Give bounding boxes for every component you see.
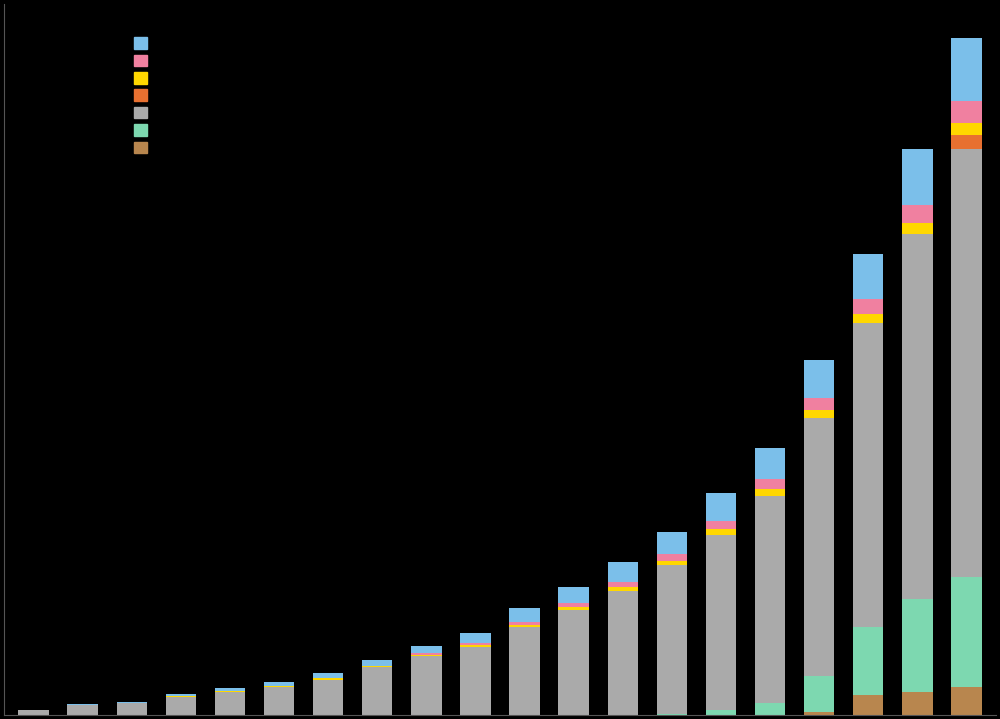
Bar — [411, 656, 442, 715]
Bar — [755, 447, 785, 479]
Bar — [853, 299, 883, 314]
Bar — [902, 149, 933, 205]
Bar — [558, 610, 589, 715]
Bar — [951, 687, 982, 715]
Bar — [804, 360, 834, 398]
Bar — [804, 398, 834, 411]
Bar — [755, 495, 785, 702]
Bar — [264, 687, 294, 715]
Bar — [313, 674, 343, 678]
Bar — [460, 643, 491, 645]
Bar — [951, 135, 982, 149]
Bar — [902, 692, 933, 715]
Bar — [460, 645, 491, 646]
Bar — [706, 493, 736, 521]
Bar — [755, 490, 785, 495]
Bar — [853, 255, 883, 299]
Bar — [804, 418, 834, 676]
Bar — [951, 38, 982, 101]
Bar — [411, 654, 442, 655]
Bar — [755, 479, 785, 490]
Bar — [460, 633, 491, 643]
Bar — [264, 682, 294, 686]
Bar — [313, 678, 343, 679]
Bar — [657, 714, 687, 715]
Bar — [706, 710, 736, 715]
Bar — [706, 535, 736, 710]
Bar — [362, 666, 392, 667]
Bar — [657, 532, 687, 554]
Bar — [558, 603, 589, 608]
Bar — [951, 577, 982, 687]
Bar — [264, 686, 294, 687]
Bar — [657, 554, 687, 561]
Bar — [411, 646, 442, 654]
Bar — [558, 608, 589, 610]
Bar — [755, 702, 785, 715]
Bar — [853, 314, 883, 323]
Bar — [853, 323, 883, 627]
Bar — [657, 561, 687, 565]
Bar — [951, 123, 982, 135]
Bar — [215, 691, 245, 692]
Bar — [853, 627, 883, 695]
Bar — [902, 599, 933, 692]
Bar — [18, 710, 49, 715]
Bar — [706, 529, 736, 535]
Bar — [509, 608, 540, 622]
Bar — [411, 655, 442, 656]
Bar — [509, 625, 540, 627]
Bar — [902, 234, 933, 599]
Bar — [362, 667, 392, 715]
Bar — [67, 705, 98, 715]
Bar — [509, 627, 540, 715]
Bar — [706, 521, 736, 529]
Bar — [951, 101, 982, 123]
Bar — [362, 660, 392, 666]
Bar — [166, 694, 196, 696]
Bar — [558, 587, 589, 603]
Bar — [460, 646, 491, 715]
Legend: , , , , , , : , , , , , , — [130, 32, 155, 160]
Bar — [902, 224, 933, 234]
Bar — [608, 591, 638, 715]
Bar — [117, 702, 147, 715]
Bar — [804, 713, 834, 715]
Bar — [902, 205, 933, 224]
Bar — [657, 565, 687, 714]
Bar — [804, 676, 834, 713]
Bar — [608, 587, 638, 591]
Bar — [215, 692, 245, 715]
Bar — [215, 688, 245, 691]
Bar — [509, 622, 540, 625]
Bar — [313, 679, 343, 715]
Bar — [608, 582, 638, 587]
Bar — [804, 411, 834, 418]
Bar — [166, 697, 196, 715]
Bar — [67, 704, 98, 705]
Bar — [853, 695, 883, 715]
Bar — [951, 149, 982, 577]
Bar — [608, 562, 638, 582]
